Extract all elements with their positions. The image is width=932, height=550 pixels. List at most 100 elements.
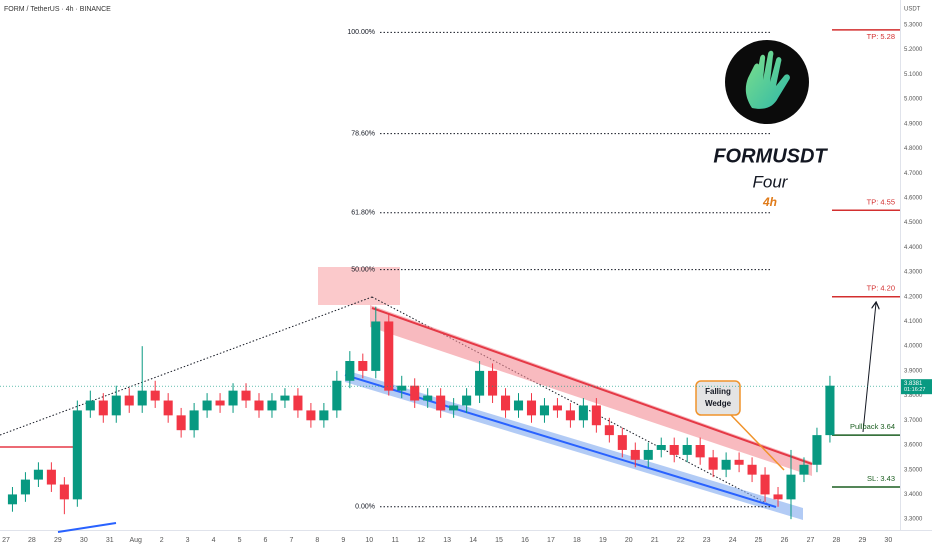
candle-body — [825, 385, 835, 436]
x-tick-label: 7 — [289, 537, 293, 544]
candle-body — [526, 400, 537, 416]
candle-body — [306, 410, 316, 421]
x-tick-label: 3 — [186, 537, 190, 544]
x-tick-label: 6 — [264, 537, 268, 544]
candle-body — [176, 415, 186, 431]
candle-body — [539, 405, 550, 416]
x-tick-label: 29 — [54, 537, 62, 544]
chart-layer: 5.3000 5.2000 5.1000 5.0000 4.9000 4.8000 4.70… — [0, 23, 932, 544]
x-tick-label: 10 — [365, 537, 373, 544]
trade-level-label: TP: 4.55 — [867, 197, 895, 206]
candle-body — [617, 435, 627, 450]
y-tick-label: 4.8000 — [904, 146, 923, 152]
y-tick-label: 4.2000 — [904, 294, 923, 300]
candle-body — [124, 395, 134, 406]
trade-level-label: TP: 5.28 — [867, 32, 895, 41]
candle-body — [500, 395, 511, 411]
candle-body — [552, 405, 562, 411]
candle-body — [760, 474, 770, 495]
trade-level-label: SL: 3.43 — [867, 474, 895, 483]
last-price-label: 3.8381 — [904, 381, 923, 387]
x-tick-label: 29 — [858, 537, 866, 544]
candle-body — [695, 445, 705, 458]
candle-body — [721, 459, 731, 470]
fib-level-label: 100.00% — [347, 29, 375, 36]
candle-body — [293, 395, 303, 411]
candle-body — [267, 400, 277, 411]
x-tick-label: 28 — [833, 537, 841, 544]
y-tick-label: 3.4000 — [904, 492, 923, 498]
y-tick-label: 4.3000 — [904, 270, 923, 276]
x-tick-label: 27 — [2, 537, 10, 544]
x-tick-label: 23 — [703, 537, 711, 544]
fib-level-label: 61.80% — [351, 210, 375, 217]
countdown-label: 01:16:27 — [904, 387, 925, 393]
x-tick-label: 13 — [443, 537, 451, 544]
x-tick-label: 24 — [729, 537, 737, 544]
y-tick-label: 4.7000 — [904, 171, 923, 177]
candle-body — [241, 390, 251, 401]
candle-body — [410, 385, 420, 401]
x-tick-label: 30 — [80, 537, 88, 544]
candle-body — [462, 395, 472, 406]
callout-text: Wedge — [705, 399, 732, 408]
x-tick-label: 8 — [315, 537, 319, 544]
candle-body — [773, 494, 783, 500]
candle-body — [786, 474, 796, 500]
y-tick-label: 4.5000 — [904, 220, 923, 226]
candle-body — [111, 395, 121, 416]
x-tick-label: 20 — [625, 537, 633, 544]
candle-body — [345, 360, 355, 381]
logo — [725, 40, 809, 124]
y-tick-label: 4.6000 — [904, 195, 923, 201]
candle-body — [488, 370, 498, 396]
x-tick-label: 12 — [417, 537, 425, 544]
candle-body — [475, 370, 485, 396]
x-tick-label: 14 — [469, 537, 477, 544]
trade-level-label: TP: 4.20 — [867, 284, 895, 293]
x-tick-label: 5 — [238, 537, 242, 544]
trade-level-label: Pullback 3.64 — [850, 422, 895, 431]
candle-body — [85, 400, 95, 411]
x-tick-label: Aug — [129, 537, 142, 544]
x-tick-label: 9 — [341, 537, 345, 544]
highlight-box — [318, 267, 400, 305]
x-tick-label: 4 — [212, 537, 216, 544]
x-tick-label: 11 — [392, 537, 399, 544]
candle-body — [332, 380, 342, 411]
y-tick-label: 3.8000 — [904, 393, 923, 399]
y-tick-label: 4.1000 — [904, 319, 923, 325]
x-tick-label: 16 — [521, 537, 529, 544]
y-tick-label: 5.2000 — [904, 47, 923, 53]
candle-body — [630, 449, 640, 460]
x-tick-label: 31 — [106, 537, 114, 544]
candle-body — [578, 405, 588, 421]
candle-body — [799, 464, 809, 475]
x-tick-label: 21 — [651, 537, 659, 544]
fib-level-label: 78.60% — [351, 131, 375, 138]
x-tick-label: 19 — [599, 537, 607, 544]
wedge-upper-band — [370, 305, 812, 476]
y-tick-label: 3.9000 — [904, 368, 923, 374]
y-tick-label: 4.9000 — [904, 121, 923, 127]
y-tick-label: 5.3000 — [904, 23, 923, 29]
x-tick-label: 27 — [807, 537, 815, 544]
symbol-title: FORMUSDT — [713, 145, 828, 167]
candle-body — [163, 400, 173, 416]
x-tick-label: 2 — [160, 537, 164, 544]
y-tick-label: 5.0000 — [904, 97, 923, 103]
candle-body — [215, 400, 225, 406]
x-tick-label: 25 — [755, 537, 763, 544]
candle-body — [708, 457, 718, 470]
candle-body — [656, 445, 666, 450]
x-tick-label: 17 — [547, 537, 555, 544]
x-tick-label: 26 — [781, 537, 789, 544]
currency-label: USDT — [904, 7, 921, 13]
x-tick-label: 28 — [28, 537, 36, 544]
y-tick-label: 5.1000 — [904, 72, 923, 78]
callout-box — [695, 380, 741, 416]
candle-body — [72, 410, 82, 500]
candle-body — [747, 464, 757, 475]
